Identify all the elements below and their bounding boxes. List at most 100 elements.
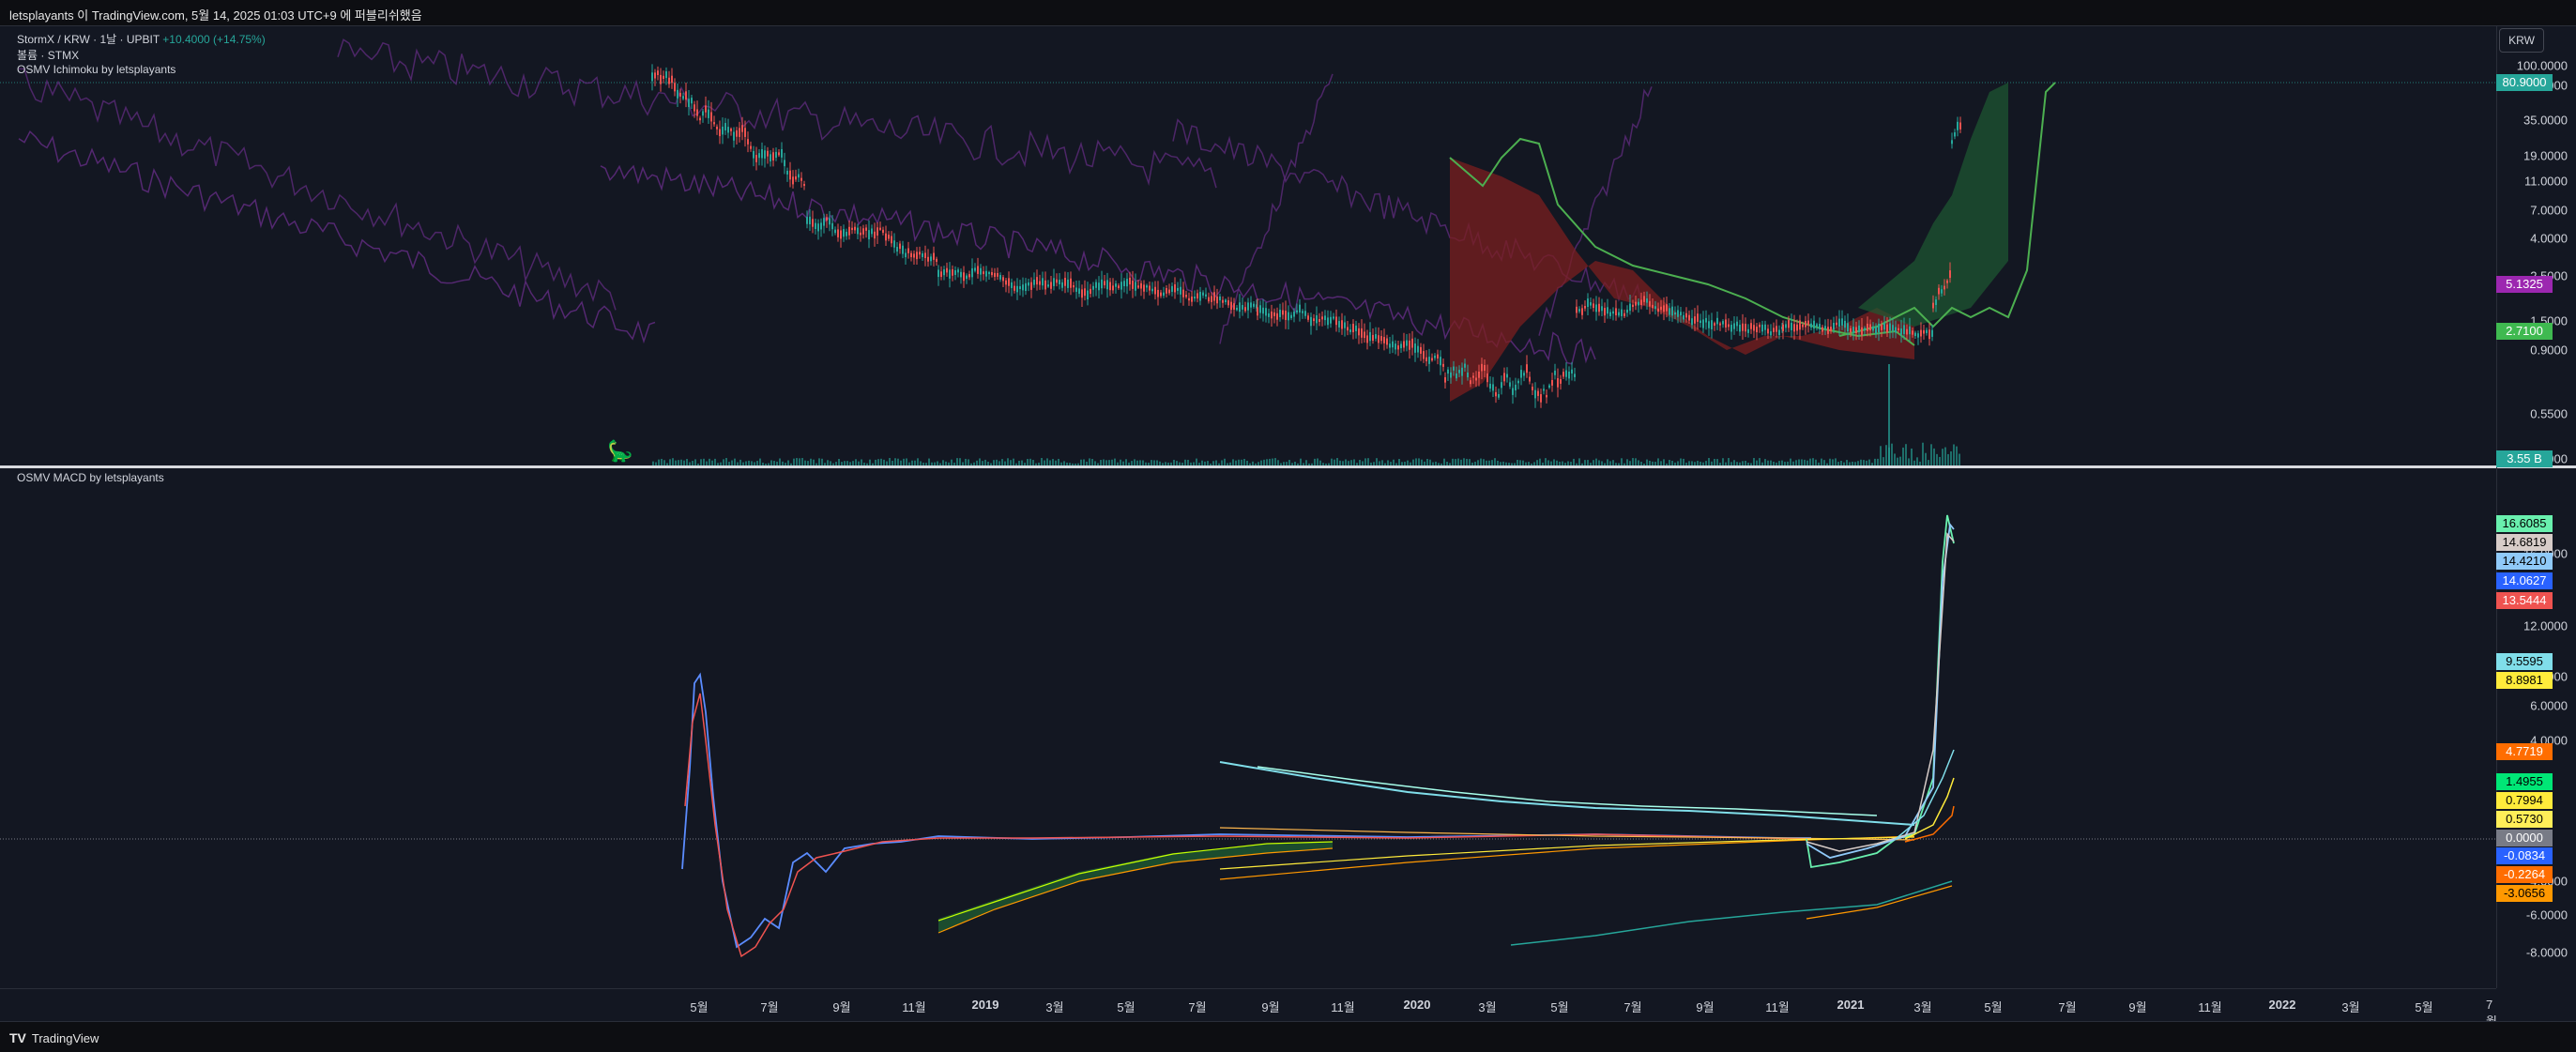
- volume-bar: [1573, 458, 1575, 465]
- candle: [985, 270, 987, 277]
- candle: [1719, 323, 1721, 326]
- volume-bar: [990, 463, 992, 465]
- candle: [1705, 317, 1707, 323]
- candle: [778, 152, 780, 156]
- replay-icon[interactable]: 🦕: [607, 439, 633, 463]
- candle: [1464, 363, 1466, 368]
- candle: [688, 99, 690, 108]
- volume-bar: [1477, 460, 1479, 465]
- volume-bar: [675, 460, 677, 465]
- candle: [1112, 285, 1114, 291]
- volume-bar: [1438, 463, 1440, 465]
- volume-bar: [1367, 458, 1369, 465]
- time-tick-label: 11월: [2198, 1000, 2222, 1014]
- symbol-name[interactable]: StormX / KRW · 1날 · UPBIT: [17, 33, 160, 46]
- candle: [1850, 328, 1852, 333]
- volume-bar: [1953, 444, 1955, 465]
- volume-bar: [1364, 458, 1366, 465]
- candle: [1475, 377, 1477, 381]
- candle: [727, 127, 729, 133]
- macd-band-upper: [937, 841, 1334, 922]
- volume-bar: [1159, 461, 1161, 465]
- volume-bar: [1632, 458, 1634, 465]
- candle: [1903, 325, 1905, 334]
- candle: [1470, 380, 1471, 385]
- candle: [1361, 328, 1363, 338]
- volume-bar: [942, 460, 944, 465]
- volume-legend[interactable]: 볼륨 · STMX: [17, 49, 80, 62]
- macd-pane[interactable]: OSMV MACD by letsplayants: [0, 468, 2496, 988]
- time-tick-label: 7월: [2058, 1000, 2077, 1014]
- candle: [1400, 343, 1402, 349]
- pane-divider[interactable]: [0, 465, 2576, 468]
- candle: [1560, 379, 1562, 384]
- volume-bar: [1201, 460, 1203, 465]
- macd-chart[interactable]: [0, 468, 2496, 988]
- volume-bar: [1258, 462, 1259, 465]
- candle: [798, 174, 800, 178]
- candle: [1906, 328, 1908, 335]
- candle: [1389, 343, 1391, 348]
- candle: [1646, 298, 1648, 303]
- candle: [1852, 327, 1854, 333]
- volume-bar: [1336, 458, 1338, 465]
- tradingview-logo[interactable]: TV TradingView: [9, 1030, 99, 1045]
- volume-bar: [1486, 460, 1487, 465]
- candle: [1262, 307, 1264, 314]
- volume-bar: [841, 462, 843, 465]
- candle: [1177, 287, 1179, 291]
- volume-bar: [1700, 461, 1701, 465]
- candle: [1618, 312, 1620, 316]
- volume-bar: [1376, 458, 1378, 465]
- volume-bar: [1669, 460, 1670, 465]
- ichimoku-legend[interactable]: OSMV Ichimoku by letsplayants: [17, 63, 176, 76]
- price-pane[interactable]: StormX / KRW · 1날 · UPBIT +10.4000 (+14.…: [0, 26, 2496, 465]
- candle: [1222, 299, 1224, 303]
- candle: [1423, 351, 1425, 359]
- candle: [1276, 313, 1278, 320]
- candle: [1691, 318, 1693, 326]
- macd-legend[interactable]: OSMV MACD by letsplayants: [17, 471, 164, 484]
- volume-bar: [1531, 463, 1532, 465]
- volume-bar: [996, 459, 998, 465]
- candle: [1716, 317, 1718, 325]
- spike-orange: [1904, 805, 1955, 843]
- candle: [770, 154, 771, 161]
- time-tick-label: 5월: [1984, 1000, 2003, 1014]
- time-tick-label: 5월: [2415, 1000, 2433, 1014]
- volume-bar: [835, 462, 837, 465]
- candle: [1526, 364, 1528, 374]
- candle: [1420, 346, 1422, 354]
- volume-bar: [1593, 460, 1594, 465]
- candle: [1688, 314, 1690, 321]
- volume-bar: [1139, 460, 1141, 465]
- price-chart[interactable]: [0, 26, 2496, 465]
- candle: [840, 230, 842, 239]
- candle: [1654, 306, 1656, 309]
- volume-bar: [970, 463, 972, 465]
- volume-bar: [785, 463, 786, 465]
- currency-button[interactable]: KRW: [2499, 28, 2544, 53]
- candle: [1447, 369, 1449, 374]
- volume-bar: [1167, 462, 1169, 465]
- volume-bar: [1044, 460, 1045, 465]
- volume-bar: [1474, 462, 1476, 465]
- candle: [1318, 318, 1320, 322]
- candle: [1722, 321, 1724, 325]
- volume-bar: [728, 462, 730, 465]
- volume-bar: [1176, 461, 1178, 465]
- candle: [1268, 313, 1270, 317]
- volume-bar: [922, 462, 924, 465]
- spike-green: [1806, 514, 1955, 869]
- candle: [806, 217, 808, 224]
- candle: [891, 236, 892, 244]
- volume-bar: [1029, 458, 1031, 465]
- candle: [1830, 327, 1832, 331]
- time-axis[interactable]: 5월 7월 9월 11월 2019 3월 5월 7월 9월 11월 2020 3월 5월 7월 9월 11월 2…: [0, 988, 2497, 1029]
- symbol-legend[interactable]: StormX / KRW · 1날 · UPBIT +10.4000 (+14.…: [17, 31, 266, 47]
- candle: [685, 91, 687, 100]
- candle: [1135, 282, 1136, 291]
- volume-bar: [1305, 460, 1307, 465]
- candle: [826, 217, 828, 221]
- volume-bar: [1868, 459, 1870, 465]
